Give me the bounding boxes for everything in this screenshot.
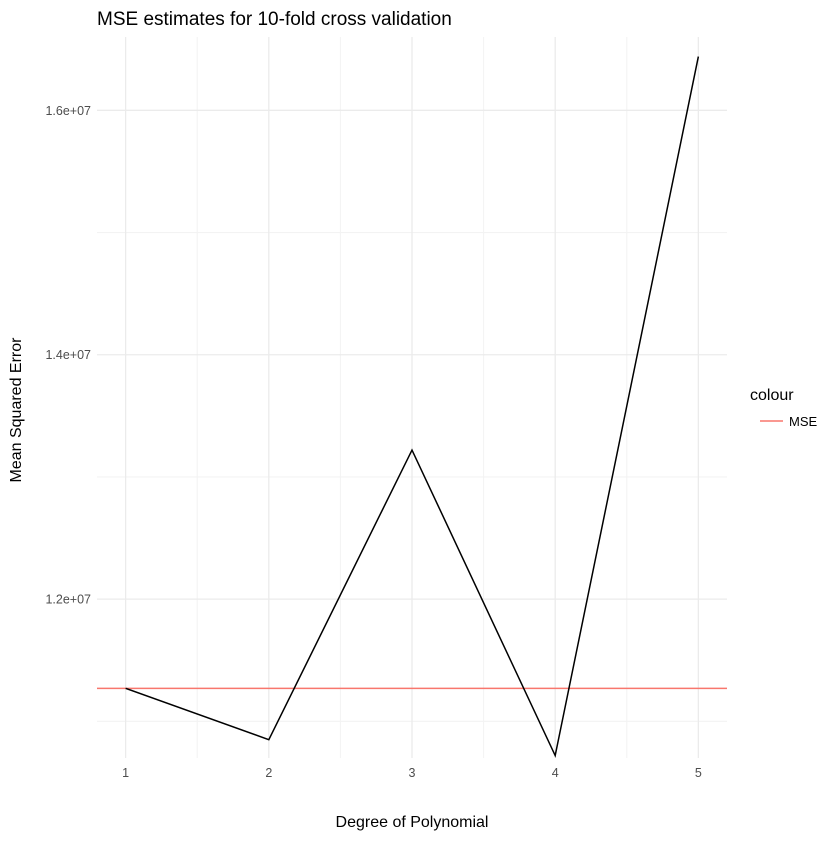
legend: colour MSE [750,387,818,429]
series-line [125,56,700,758]
y-tick-label: 1.4e+07 [45,348,91,362]
x-tick-label: 2 [265,766,272,780]
chart-title: MSE estimates for 10-fold cross validati… [97,9,452,30]
y-tick-label: 1.6e+07 [45,104,91,118]
series-group [125,56,700,758]
x-tick-label: 3 [409,766,416,780]
tick-labels: 1 2 3 4 5 1.2e+07 1.4e+07 1.6e+07 [45,104,701,780]
y-axis-title: Mean Squared Error [8,337,25,483]
gridlines [97,37,727,758]
x-tick-label: 4 [552,766,559,780]
legend-label-mse: MSE [789,414,818,429]
x-axis-title: Degree of Polynomial [336,814,489,831]
x-tick-label: 5 [695,766,702,780]
x-tick-label: 1 [122,766,129,780]
y-tick-label: 1.2e+07 [45,593,91,607]
legend-title: colour [750,387,794,404]
